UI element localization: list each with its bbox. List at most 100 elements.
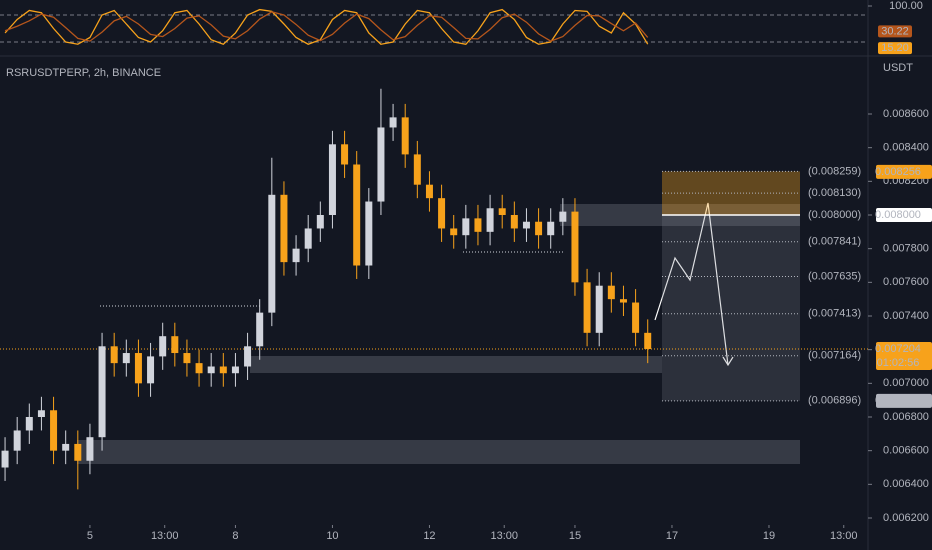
y-tick-label: 0.008400	[883, 142, 929, 154]
chart-title: RSRUSDTPERP, 2h, BINANCE	[6, 67, 161, 79]
candle-body	[171, 336, 179, 354]
projection-arrow	[654, 202, 729, 366]
candle-body	[231, 366, 239, 374]
candle-body	[219, 366, 227, 374]
price-label-box	[876, 393, 932, 408]
candle-body	[547, 221, 555, 236]
price-label: 0.008000	[875, 209, 921, 221]
candle-body	[304, 228, 312, 249]
candle-body	[195, 363, 203, 374]
candle-body	[86, 437, 94, 461]
candle-body	[632, 302, 640, 333]
candle-body	[571, 211, 579, 283]
candle-body	[438, 198, 446, 229]
osc-line	[4, 8, 649, 45]
candle-body	[595, 285, 603, 333]
candle-body	[474, 218, 482, 232]
y-tick-label: 0.006200	[883, 512, 929, 524]
osc-value-box	[878, 25, 912, 38]
candle-body	[292, 248, 300, 263]
fib-label: (0.007635)	[808, 270, 861, 282]
candle-body	[498, 208, 506, 215]
price-label-box	[876, 341, 932, 370]
candle-body	[74, 443, 82, 461]
candle-body	[583, 282, 591, 333]
y-tick-label: 0.007800	[883, 243, 929, 255]
fib-label: (0.007841)	[808, 236, 861, 248]
zone	[77, 440, 800, 464]
y-tick-label: 0.007600	[883, 276, 929, 288]
candle-body	[280, 194, 288, 263]
candle-body	[389, 117, 397, 128]
fib-label: (0.007164)	[808, 350, 861, 362]
osc-value-box	[878, 42, 912, 55]
osc-value-label: 30.22	[881, 25, 909, 37]
candle-body	[401, 117, 409, 155]
candle-body	[559, 211, 567, 222]
candle-body	[98, 346, 106, 438]
candle-body	[110, 346, 118, 364]
y-tick-label: 0.007400	[883, 310, 929, 322]
candle-body	[25, 417, 33, 431]
candle-body	[244, 346, 252, 367]
candle-body	[535, 221, 543, 236]
fib-label: (0.007413)	[808, 308, 861, 320]
osc-line	[4, 11, 649, 42]
fib-label: (0.006896)	[808, 395, 861, 407]
candle-body	[207, 366, 215, 374]
candle-body	[413, 154, 421, 185]
candle-body	[13, 430, 21, 451]
price-label: 0.007204	[875, 343, 921, 355]
y-tick-label: 0.007000	[883, 377, 929, 389]
x-tick-label: 8	[232, 530, 238, 542]
fib-label: (0.008130)	[808, 187, 861, 199]
price-label: 0.008256	[875, 166, 921, 178]
candle-body	[316, 215, 324, 229]
candle-body	[353, 164, 361, 266]
y-tick-label: 0.006400	[883, 478, 929, 490]
price-label-box	[876, 208, 932, 222]
y-tick-label: 0.006800	[883, 411, 929, 423]
candle-body	[159, 336, 167, 357]
candle-body	[122, 353, 130, 364]
candle-body	[37, 410, 45, 417]
x-tick-label: 15	[569, 530, 581, 542]
fib-label: (0.008000)	[808, 209, 861, 221]
candle-body	[522, 221, 530, 229]
x-tick-label: 13:00	[830, 530, 858, 542]
candle-body	[510, 215, 518, 229]
x-tick-label: 12	[423, 530, 435, 542]
x-tick-label: 13:00	[151, 530, 179, 542]
fib-label: (0.008259)	[808, 165, 861, 177]
candle-body	[50, 410, 58, 451]
candle-body	[147, 356, 155, 384]
candle-body	[62, 443, 70, 451]
candle-body	[644, 332, 652, 349]
axis-unit: USDT	[883, 62, 913, 74]
zone	[250, 356, 662, 373]
arrow-head	[722, 356, 734, 367]
price-label-box	[876, 164, 932, 179]
x-tick-label: 13:00	[490, 530, 518, 542]
candle-body	[462, 218, 470, 236]
fib-box	[662, 215, 800, 401]
candle-body	[486, 208, 494, 232]
candle-body	[1, 450, 9, 468]
candle-body	[341, 144, 349, 165]
candle-body	[134, 353, 142, 384]
osc-value-label: 15.20	[881, 42, 909, 54]
candle-body	[328, 144, 336, 215]
x-tick-label: 19	[763, 530, 775, 542]
price-label: 0.006896	[875, 395, 921, 407]
candle-body	[268, 194, 276, 313]
candle-body	[256, 312, 264, 347]
x-tick-label: 5	[87, 530, 93, 542]
y-tick-label: 0.008600	[883, 108, 929, 120]
candle-body	[183, 353, 191, 364]
y-tick-label: 0.006600	[883, 445, 929, 457]
candle-body	[425, 184, 433, 199]
candle-body	[619, 299, 627, 303]
candle-body	[607, 285, 615, 300]
